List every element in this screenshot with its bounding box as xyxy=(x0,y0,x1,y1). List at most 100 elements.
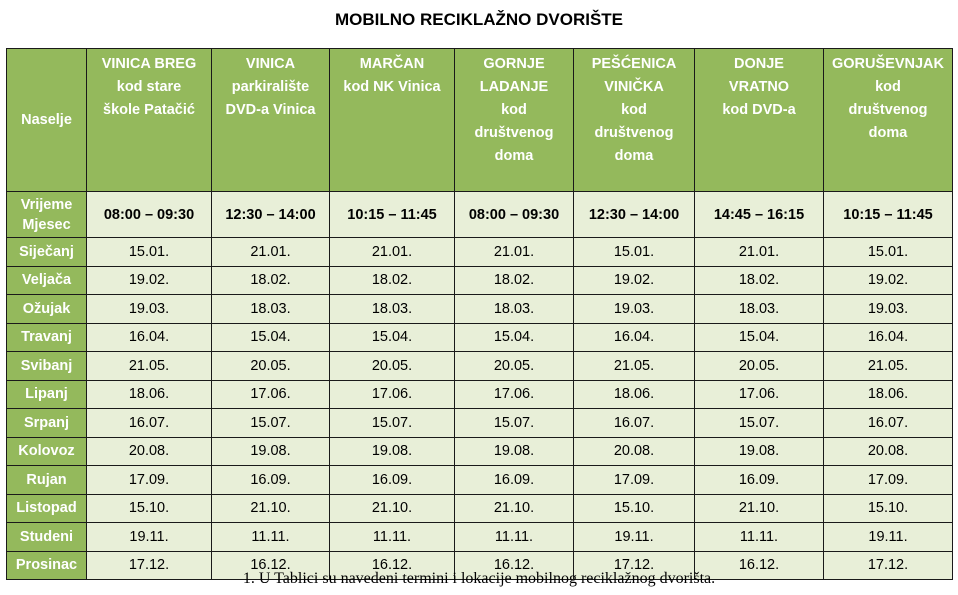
date-cell: 19.02. xyxy=(573,265,695,295)
location-header: VINICA BREG kod stare škole Patačić xyxy=(86,48,212,192)
month-name: Ožujak xyxy=(6,294,87,324)
date-cell: 15.01. xyxy=(573,237,695,267)
date-cell: 17.09. xyxy=(823,465,953,495)
location-header: GORNJE LADANJE kod društvenog doma xyxy=(454,48,574,192)
location-name-line: društvenog xyxy=(474,125,554,141)
date-cell: 15.04. xyxy=(329,322,455,352)
date-cell: 16.04. xyxy=(823,322,953,352)
month-name: Prosinac xyxy=(6,550,87,580)
location-name-line: GORUŠEVNJAK xyxy=(832,56,944,72)
date-cell: 21.05. xyxy=(573,351,695,381)
date-cell: 15.07. xyxy=(454,408,574,438)
time-row: Vrijeme Mjesec 08:00 – 09:30 12:30 – 14:0… xyxy=(6,191,953,238)
date-cell: 17.09. xyxy=(573,465,695,495)
date-cell: 20.08. xyxy=(86,436,212,466)
month-name: Studeni xyxy=(6,522,87,552)
month-name: Rujan xyxy=(6,465,87,495)
date-cell: 15.04. xyxy=(211,322,330,352)
date-cell: 15.10. xyxy=(823,493,953,523)
month-name: Siječanj xyxy=(6,237,87,267)
schedule-table: Naselje VINICA BREG kod stare škole Patači… xyxy=(6,48,953,580)
time-cell: 12:30 – 14:00 xyxy=(211,191,330,238)
date-cell: 16.12. xyxy=(694,550,824,580)
date-cell: 11.11. xyxy=(454,522,574,552)
date-cell: 17.06. xyxy=(211,379,330,409)
date-cell: 19.11. xyxy=(573,522,695,552)
month-name: Listopad xyxy=(6,493,87,523)
location-header: PEŠĆENICA VINIČKA kod društvenog doma xyxy=(573,48,695,192)
location-name-line: kod xyxy=(621,102,647,118)
date-cell: 21.10. xyxy=(694,493,824,523)
time-label: Vrijeme xyxy=(20,196,73,213)
date-cell: 15.10. xyxy=(86,493,212,523)
date-cell: 21.01. xyxy=(694,237,824,267)
date-cell: 18.03. xyxy=(329,294,455,324)
location-name-line: kod DVD-a xyxy=(722,102,796,118)
date-cell: 16.04. xyxy=(573,322,695,352)
date-cell: 17.12. xyxy=(823,550,953,580)
date-cell: 18.02. xyxy=(211,265,330,295)
location-name-line: kod stare xyxy=(116,79,182,95)
time-cell: 10:15 – 11:45 xyxy=(329,191,455,238)
date-cell: 15.01. xyxy=(86,237,212,267)
date-cell: 17.06. xyxy=(454,379,574,409)
date-cell: 21.10. xyxy=(211,493,330,523)
date-cell: 17.09. xyxy=(86,465,212,495)
table-row: Kolovoz 20.08. 19.08. 19.08. 19.08. 20.08. 19.… xyxy=(6,436,953,466)
time-cell: 14:45 – 16:15 xyxy=(694,191,824,238)
date-cell: 20.08. xyxy=(823,436,953,466)
date-cell: 16.07. xyxy=(823,408,953,438)
date-cell: 17.06. xyxy=(329,379,455,409)
location-name-line: PEŠĆENICA xyxy=(591,56,677,72)
date-cell: 18.02. xyxy=(454,265,574,295)
date-cell: 19.11. xyxy=(86,522,212,552)
date-cell: 20.05. xyxy=(329,351,455,381)
location-name-line: GORNJE xyxy=(483,56,545,72)
table-row: Studeni 19.11. 11.11. 11.11. 11.11. 19.11. 11.… xyxy=(6,522,953,552)
table-row: Prosinac 17.12. 16.12. 16.12. 16.12. 17.12. 16… xyxy=(6,550,953,580)
date-cell: 15.07. xyxy=(694,408,824,438)
date-cell: 20.05. xyxy=(694,351,824,381)
date-cell: 15.01. xyxy=(823,237,953,267)
location-name-line: kod xyxy=(501,102,527,118)
date-cell: 15.07. xyxy=(329,408,455,438)
time-cell: 08:00 – 09:30 xyxy=(454,191,574,238)
table-row: Svibanj 21.05. 20.05. 20.05. 20.05. 21.05. 20.… xyxy=(6,351,953,381)
month-name: Lipanj xyxy=(6,379,87,409)
date-cell: 15.07. xyxy=(211,408,330,438)
date-cell: 18.06. xyxy=(86,379,212,409)
date-cell: 16.09. xyxy=(694,465,824,495)
date-cell: 19.02. xyxy=(823,265,953,295)
date-cell: 15.04. xyxy=(694,322,824,352)
location-name-line: VINICA xyxy=(245,56,296,72)
date-cell: 16.12. xyxy=(211,550,330,580)
date-cell: 18.03. xyxy=(454,294,574,324)
table-row: Listopad 15.10. 21.10. 21.10. 21.10. 15.10. 21… xyxy=(6,493,953,523)
time-cell: 12:30 – 14:00 xyxy=(573,191,695,238)
date-cell: 16.09. xyxy=(454,465,574,495)
time-cell: 08:00 – 09:30 xyxy=(86,191,212,238)
month-name: Veljača xyxy=(6,265,87,295)
footnote: 1. U Tablici su navedeni termini i lokac… xyxy=(242,570,716,587)
location-header: DONJE VRATNO kod DVD-a xyxy=(694,48,824,192)
date-cell: 16.07. xyxy=(86,408,212,438)
time-cell: 10:15 – 11:45 xyxy=(823,191,953,238)
date-cell: 20.05. xyxy=(211,351,330,381)
date-cell: 16.07. xyxy=(573,408,695,438)
location-name-line: DVD-a Vinica xyxy=(225,102,316,118)
table-row: Siječanj 15.01. 21.01. 21.01. 21.01. 15.01. 21… xyxy=(6,237,953,267)
date-cell: 16.12. xyxy=(454,550,574,580)
date-cell: 21.05. xyxy=(86,351,212,381)
location-name-line: doma xyxy=(614,148,654,164)
location-name-line: VINIČKA xyxy=(604,79,664,95)
date-cell: 11.11. xyxy=(211,522,330,552)
date-cell: 15.10. xyxy=(573,493,695,523)
table-row: Lipanj 18.06. 17.06. 17.06. 17.06. 18.06. 17.0… xyxy=(6,379,953,409)
date-cell: 11.11. xyxy=(329,522,455,552)
date-cell: 21.10. xyxy=(454,493,574,523)
table-row: Travanj 16.04. 15.04. 15.04. 15.04. 16.04. 15.… xyxy=(6,322,953,352)
location-name-line: doma xyxy=(494,148,534,164)
date-cell: 17.06. xyxy=(694,379,824,409)
date-cell: 20.05. xyxy=(454,351,574,381)
date-cell: 21.05. xyxy=(823,351,953,381)
